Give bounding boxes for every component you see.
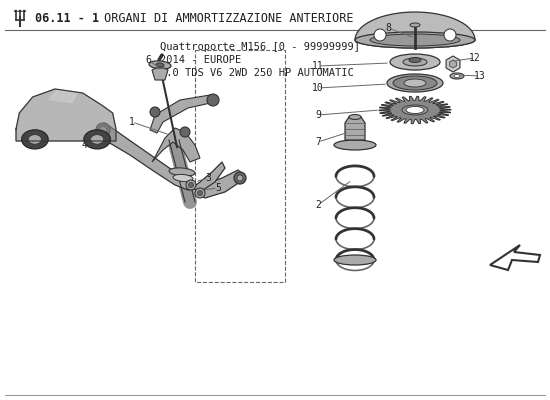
Ellipse shape: [355, 32, 475, 48]
Ellipse shape: [149, 61, 171, 69]
Polygon shape: [355, 12, 475, 40]
Ellipse shape: [355, 32, 475, 48]
Ellipse shape: [410, 23, 420, 27]
Text: 4: 4: [81, 140, 87, 150]
Ellipse shape: [156, 63, 164, 67]
Circle shape: [237, 175, 243, 181]
Polygon shape: [16, 89, 116, 141]
Circle shape: [180, 127, 190, 137]
Ellipse shape: [403, 58, 427, 66]
Ellipse shape: [454, 74, 460, 78]
Ellipse shape: [349, 114, 361, 120]
Circle shape: [84, 130, 111, 149]
Circle shape: [186, 180, 196, 190]
Text: 11: 11: [312, 61, 324, 71]
Text: 3.0 TDS V6 2WD 250 HP AUTOMATIC: 3.0 TDS V6 2WD 250 HP AUTOMATIC: [160, 68, 354, 78]
Circle shape: [374, 29, 386, 41]
Ellipse shape: [370, 34, 460, 46]
Text: 6: 6: [145, 55, 151, 65]
Circle shape: [195, 188, 205, 198]
Circle shape: [28, 134, 42, 144]
Ellipse shape: [404, 79, 426, 87]
Ellipse shape: [402, 105, 428, 115]
Polygon shape: [490, 245, 540, 270]
Ellipse shape: [387, 74, 443, 92]
Circle shape: [197, 190, 202, 196]
Text: ORGANI DI AMMORTIZZAZIONE ANTERIORE: ORGANI DI AMMORTIZZAZIONE ANTERIORE: [97, 12, 354, 24]
Polygon shape: [50, 90, 77, 103]
Text: 9: 9: [315, 110, 321, 120]
Ellipse shape: [169, 168, 195, 176]
Circle shape: [207, 94, 219, 106]
Ellipse shape: [393, 76, 437, 90]
Text: 2: 2: [315, 200, 321, 210]
Text: 8: 8: [385, 23, 391, 33]
Ellipse shape: [334, 255, 376, 265]
Circle shape: [234, 172, 246, 184]
Text: 3: 3: [205, 173, 211, 183]
Ellipse shape: [450, 73, 464, 79]
Polygon shape: [379, 96, 451, 124]
Text: 2014 - EUROPE: 2014 - EUROPE: [160, 55, 241, 65]
Polygon shape: [152, 128, 200, 162]
Polygon shape: [192, 162, 225, 192]
Polygon shape: [345, 117, 365, 140]
Text: 7: 7: [315, 137, 321, 147]
Ellipse shape: [409, 58, 421, 62]
Polygon shape: [98, 123, 200, 190]
Text: 10: 10: [312, 83, 324, 93]
Text: 1: 1: [129, 117, 135, 127]
Circle shape: [21, 130, 48, 149]
Circle shape: [150, 107, 160, 117]
Text: 5: 5: [215, 183, 221, 193]
Text: Quattroporte M156 [0 - 99999999]: Quattroporte M156 [0 - 99999999]: [160, 42, 360, 52]
Ellipse shape: [390, 54, 440, 70]
Circle shape: [444, 29, 456, 41]
Circle shape: [96, 123, 110, 137]
Polygon shape: [196, 170, 243, 198]
Ellipse shape: [406, 106, 424, 114]
Text: 06.11 - 1: 06.11 - 1: [35, 12, 99, 24]
Text: 12: 12: [469, 53, 481, 63]
Text: 13: 13: [474, 71, 486, 81]
Ellipse shape: [334, 140, 376, 150]
Polygon shape: [150, 95, 215, 133]
Ellipse shape: [173, 174, 193, 182]
Circle shape: [90, 134, 104, 144]
Polygon shape: [152, 68, 168, 80]
Circle shape: [100, 126, 107, 134]
Circle shape: [189, 182, 194, 188]
